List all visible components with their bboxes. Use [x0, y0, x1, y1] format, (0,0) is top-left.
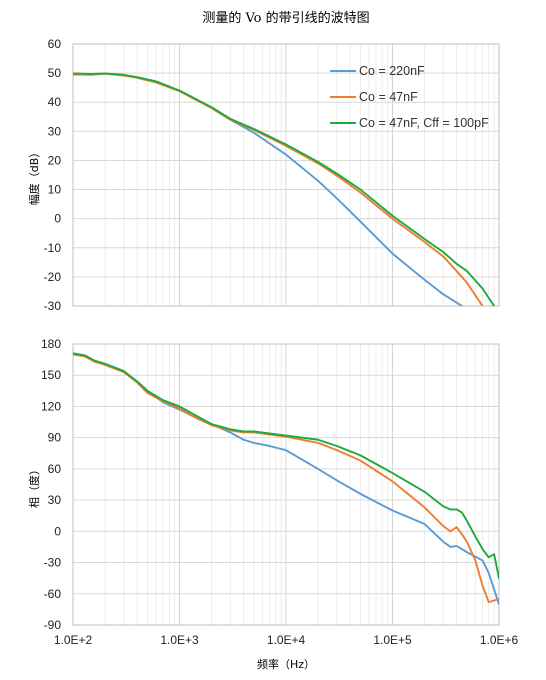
y-tick-label: 90	[48, 431, 62, 445]
x-tick-label: 1.0E+2	[54, 633, 93, 647]
x-tick-label: 1.0E+3	[160, 633, 199, 647]
y-tick-label: 0	[54, 524, 61, 538]
series-line-2	[73, 72, 496, 306]
y-tick-label: 120	[41, 399, 61, 413]
y-tick-label: 20	[48, 153, 62, 167]
y-tick-label: -60	[44, 587, 62, 601]
series-line-2	[73, 352, 499, 580]
plot-frame	[72, 43, 500, 307]
legend-entry: Co = 47nF, Cff = 100pF	[359, 116, 489, 130]
xlabel: 频率（Hz）	[257, 657, 315, 671]
y-tick-label: 40	[48, 95, 62, 109]
y-tick-label: 10	[48, 183, 62, 197]
y-tick-label: 60	[48, 37, 62, 51]
y-tick-label: 50	[48, 66, 62, 80]
phase-panel: 180 150 120 90 60 30 0 -30 -60 -901.0E+2 1.0E+3 1.0…	[41, 337, 519, 647]
y-tick-label: 150	[41, 368, 61, 382]
y-tick-label: 30	[48, 493, 62, 507]
y-tick-label: -20	[44, 270, 62, 284]
ylabel-magnitude: 幅度（dB）	[27, 147, 41, 206]
ylabel-phase: 相（度）	[27, 464, 41, 508]
series-group	[73, 72, 496, 306]
y-tick-label: -10	[44, 241, 62, 255]
plot-frame	[72, 343, 500, 626]
figure-title: 测量的 Vo 的带引线的波特图	[202, 10, 369, 26]
y-tick-label: 180	[41, 337, 61, 351]
y-tick-label: 60	[48, 462, 62, 476]
y-tick-label: -90	[44, 618, 62, 632]
x-tick-label: 1.0E+5	[373, 633, 412, 647]
y-tick-label: 30	[48, 124, 62, 138]
legend-entry: Co = 47nF	[359, 90, 418, 104]
magnitude-panel: 60 50 40 30 20 10 0 -10 -20 -30	[44, 37, 500, 313]
x-tick-label: 1.0E+6	[480, 633, 519, 647]
y-tick-label: -30	[44, 556, 62, 570]
y-tick-label: -30	[44, 299, 62, 313]
y-tick-label: 0	[54, 212, 61, 226]
legend: Co = 220nF Co = 47nF Co = 47nF, Cff = 100p…	[330, 64, 489, 130]
series-group	[73, 352, 499, 606]
x-tick-label: 1.0E+4	[267, 633, 306, 647]
legend-entry: Co = 220nF	[359, 64, 425, 78]
